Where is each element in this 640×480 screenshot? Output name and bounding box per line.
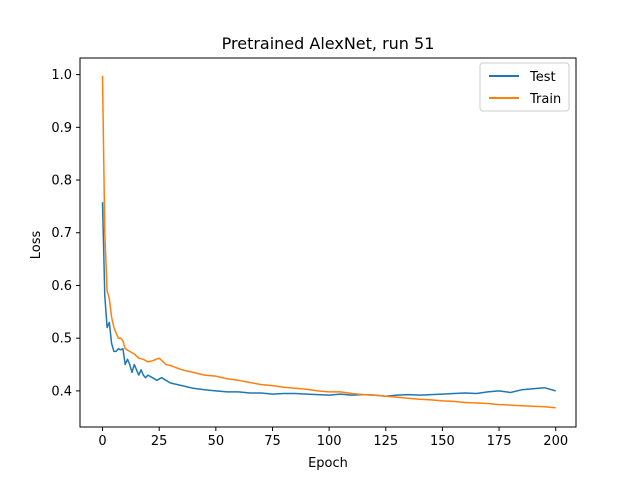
y-axis-label: Loss	[29, 231, 44, 260]
legend-test-label: Test	[529, 70, 556, 85]
y-tick-label: 0.4	[51, 384, 72, 399]
x-tick-label: 75	[264, 434, 281, 449]
y-tick-label: 0.7	[51, 226, 72, 241]
x-tick-label: 25	[151, 434, 168, 449]
x-tick-label: 150	[430, 434, 455, 449]
plot-area	[79, 57, 577, 428]
x-tick-label: 125	[373, 434, 398, 449]
x-tick-label: 175	[487, 434, 512, 449]
legend-train-label: Train	[529, 92, 561, 107]
chart-title: Pretrained AlexNet, run 51	[222, 34, 435, 53]
x-tick-label: 0	[98, 434, 106, 449]
x-tick-label: 50	[208, 434, 225, 449]
series-line-train	[101, 75, 556, 409]
axes-frame	[79, 57, 577, 428]
series-line-test	[101, 202, 556, 397]
y-tick-label: 0.5	[51, 332, 72, 347]
x-tick-label: 200	[543, 434, 568, 449]
x-tick-label: 100	[317, 434, 342, 449]
x-axis: 0 25 50 75 100 125 150 175 200	[98, 427, 568, 449]
y-axis: 0.4 0.5 0.6 0.7 0.8 0.9 1.0	[51, 68, 80, 399]
y-tick-label: 0.8	[51, 174, 72, 189]
y-tick-label: 0.9	[51, 121, 72, 136]
y-tick-label: 1.0	[51, 68, 72, 83]
y-tick-label: 0.6	[51, 279, 72, 294]
x-axis-label: Epoch	[308, 456, 348, 471]
legend: Test Train	[479, 62, 570, 112]
